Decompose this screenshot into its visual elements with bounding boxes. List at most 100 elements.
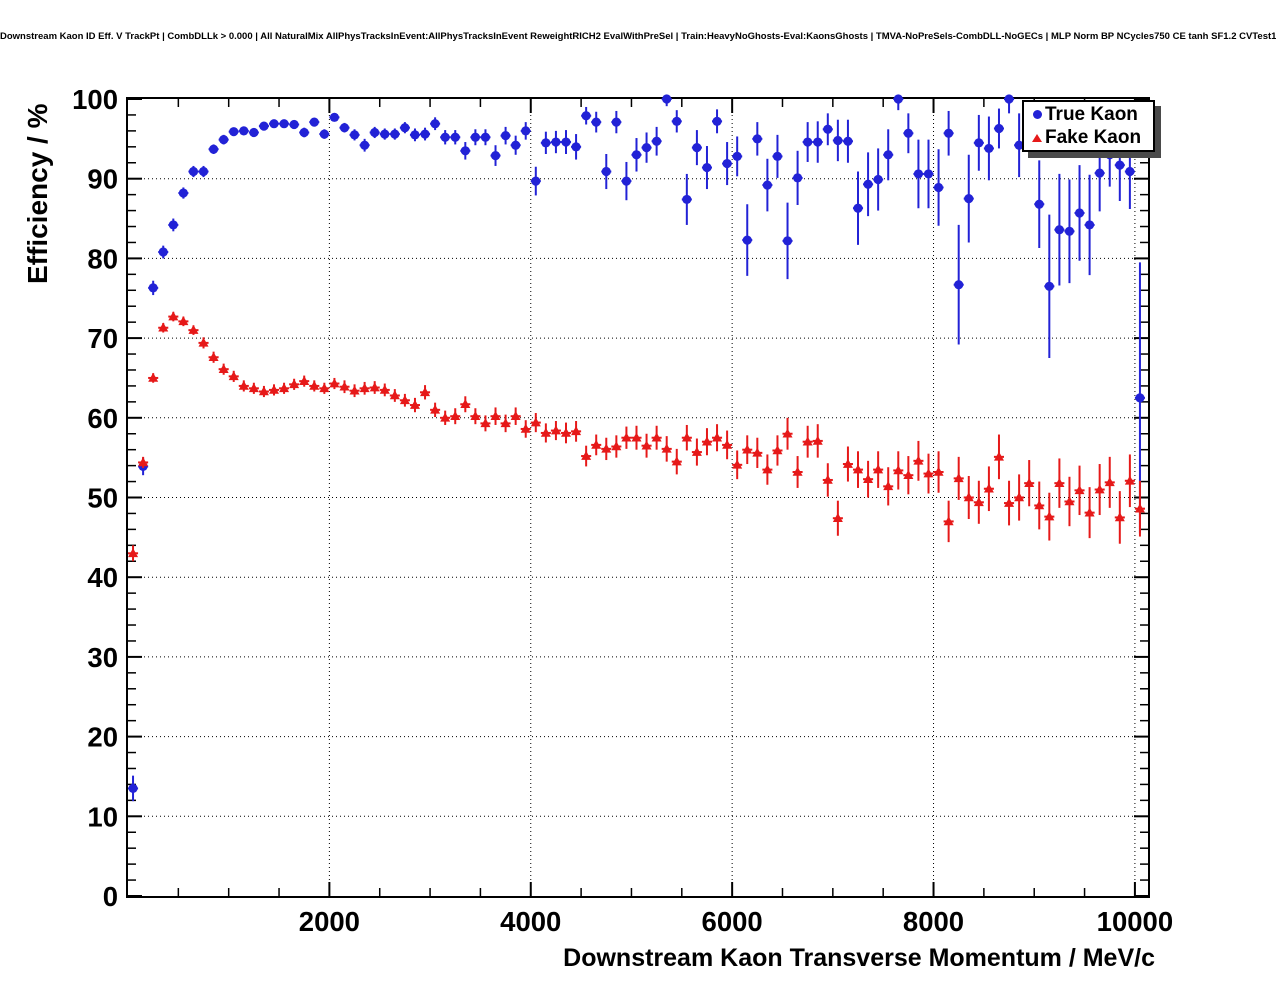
data-point-fake-kaon (470, 411, 481, 421)
data-point-true-kaon (722, 158, 732, 169)
data-point-fake-kaon (359, 383, 370, 393)
x-axis-title: Downstream Kaon Transverse Momentum / Me… (563, 944, 1155, 972)
data-point-fake-kaon (973, 497, 984, 507)
data-point-fake-kaon (1034, 500, 1045, 510)
data-point-fake-kaon (389, 390, 400, 400)
data-point-fake-kaon (1014, 492, 1025, 502)
data-point-fake-kaon (963, 492, 974, 502)
data-point-fake-kaon (842, 458, 853, 468)
data-point-fake-kaon (913, 455, 924, 465)
data-point-true-kaon (1004, 94, 1014, 104)
data-point-true-kaon (944, 128, 954, 138)
data-point-true-kaon (158, 247, 168, 257)
data-point-fake-kaon (339, 381, 350, 391)
data-point-fake-kaon (601, 443, 612, 453)
data-point-fake-kaon (430, 404, 441, 414)
data-point-fake-kaon (611, 441, 622, 451)
data-point-fake-kaon (671, 456, 682, 466)
data-point-fake-kaon (510, 411, 521, 421)
data-point-true-kaon (893, 94, 903, 104)
data-point-fake-kaon (701, 436, 712, 446)
data-point-true-kaon (954, 280, 964, 290)
data-point-fake-kaon (1104, 477, 1115, 487)
data-point-true-kaon (863, 179, 873, 189)
data-point-fake-kaon (399, 395, 410, 405)
data-point-true-kaon (853, 203, 863, 213)
data-point-fake-kaon (178, 316, 189, 326)
y-tick-label: 70 (87, 323, 118, 354)
x-tick-label: 10000 (1097, 906, 1173, 937)
data-point-fake-kaon (993, 451, 1004, 461)
data-point-fake-kaon (379, 384, 390, 394)
data-point-fake-kaon (792, 466, 803, 476)
data-point-fake-kaon (762, 464, 773, 474)
data-point-true-kaon (1125, 166, 1135, 177)
data-point-true-kaon (782, 236, 793, 246)
data-point-fake-kaon (621, 432, 632, 442)
x-tick-label: 2000 (299, 906, 360, 937)
data-point-fake-kaon (903, 469, 914, 479)
y-tick-label: 100 (72, 84, 118, 115)
data-point-fake-kaon (1114, 512, 1125, 522)
data-point-true-kaon (269, 119, 279, 129)
data-point-fake-kaon (238, 380, 249, 390)
data-point-fake-kaon (1134, 503, 1145, 513)
data-point-true-kaon (923, 169, 934, 179)
data-point-true-kaon (450, 132, 460, 142)
legend-label-true-kaon: True Kaon (1045, 103, 1138, 125)
data-point-true-kaon (1014, 140, 1024, 150)
data-point-fake-kaon (933, 466, 944, 476)
data-point-true-kaon (843, 136, 853, 146)
data-point-true-kaon (349, 130, 360, 140)
data-point-fake-kaon (802, 436, 813, 446)
data-point-true-kaon (672, 116, 682, 126)
data-point-true-kaon (299, 127, 309, 138)
data-point-true-kaon (873, 174, 883, 185)
data-point-fake-kaon (651, 432, 662, 442)
data-point-true-kaon (521, 126, 531, 136)
data-point-true-kaon (762, 180, 772, 190)
data-point-true-kaon (249, 127, 259, 138)
data-point-true-kaon (360, 140, 370, 150)
data-point-fake-kaon (319, 383, 330, 393)
legend-entry-true-kaon: True Kaon (1029, 104, 1153, 126)
data-point-fake-kaon (309, 380, 320, 390)
data-point-fake-kaon (681, 432, 692, 442)
data-point-true-kaon (198, 166, 209, 177)
data-point-fake-kaon (943, 516, 954, 526)
data-point-true-kaon (460, 146, 470, 156)
data-point-true-kaon (1135, 393, 1145, 403)
data-point-fake-kaon (561, 427, 572, 437)
data-point-true-kaon (390, 129, 400, 139)
data-point-true-kaon (511, 140, 521, 150)
data-point-true-kaon (601, 166, 611, 177)
data-point-true-kaon (1095, 168, 1105, 178)
legend: True Kaon Fake Kaon (1022, 100, 1155, 152)
data-point-fake-kaon (661, 443, 672, 453)
data-point-true-kaon (752, 134, 762, 144)
data-point-fake-kaon (540, 427, 551, 437)
data-point-true-kaon (994, 123, 1004, 134)
data-point-true-kaon (883, 150, 893, 160)
data-point-fake-kaon (420, 387, 431, 397)
data-point-fake-kaon (208, 352, 219, 362)
data-point-fake-kaon (722, 439, 733, 449)
data-point-fake-kaon (822, 474, 833, 484)
data-point-fake-kaon (1064, 496, 1075, 506)
data-point-fake-kaon (631, 432, 642, 442)
data-point-true-kaon (440, 132, 450, 142)
data-point-true-kaon (329, 112, 340, 122)
y-tick-label: 20 (87, 722, 118, 753)
data-point-fake-kaon (530, 417, 541, 427)
legend-label-fake-kaon: Fake Kaon (1045, 126, 1142, 148)
data-point-fake-kaon (409, 399, 420, 409)
data-point-true-kaon (148, 283, 158, 293)
data-point-fake-kaon (198, 337, 209, 347)
data-point-true-kaon (732, 151, 742, 161)
y-tick-label: 30 (87, 642, 118, 673)
data-point-fake-kaon (480, 418, 491, 428)
data-point-true-kaon (259, 121, 269, 131)
data-point-fake-kaon (893, 465, 904, 475)
data-point-true-kaon (1084, 220, 1095, 230)
